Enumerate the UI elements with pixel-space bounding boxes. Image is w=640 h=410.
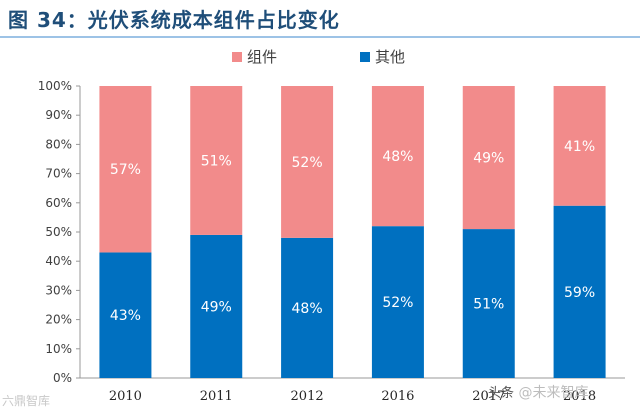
- watermark-left: 六鼎智库: [2, 394, 51, 408]
- data-label: 48%: [292, 301, 323, 317]
- watermark-right: 头条 @未来智库: [488, 382, 588, 402]
- chart-title: 图 34：光伏系统成本组件占比变化: [8, 8, 340, 32]
- legend-label: 其他: [375, 48, 405, 66]
- x-tick-label: 2010: [109, 389, 142, 404]
- y-tick-label: 10%: [45, 342, 72, 356]
- y-tick-label: 50%: [45, 225, 72, 239]
- x-tick-label: 2016: [381, 389, 414, 404]
- legend-swatch: [232, 52, 242, 62]
- y-tick-label: 80%: [45, 137, 72, 151]
- bar-module-2017: [462, 86, 515, 230]
- y-tick-label: 30%: [45, 283, 72, 297]
- bar-module-2010: [99, 86, 152, 253]
- data-label: 52%: [382, 295, 413, 311]
- bar-module-2012: [281, 86, 334, 238]
- bar-other-2010: [99, 252, 152, 378]
- data-label: 49%: [201, 299, 232, 315]
- data-label: 52%: [292, 155, 323, 171]
- y-tick-label: 70%: [45, 167, 72, 181]
- y-tick-label: 100%: [38, 79, 72, 93]
- bar-other-2011: [190, 234, 243, 378]
- title-bar: 图 34：光伏系统成本组件占比变化: [0, 0, 640, 38]
- data-label: 43%: [110, 308, 141, 324]
- data-label: 59%: [564, 285, 595, 301]
- bar-other-2016: [371, 226, 424, 378]
- x-tick-label: 2012: [291, 389, 324, 404]
- watermark-right-prefix: 头条: [488, 386, 515, 401]
- legend-label: 组件: [247, 48, 277, 66]
- title-divider: [0, 36, 640, 38]
- y-tick-label: 40%: [45, 254, 72, 268]
- x-tick-label: 2017: [472, 389, 505, 404]
- y-tick-label: 0%: [53, 371, 72, 385]
- bar-module-2016: [371, 86, 424, 227]
- bar-module-2011: [190, 86, 243, 235]
- data-label: 51%: [473, 297, 504, 313]
- data-label: 51%: [201, 153, 232, 169]
- bar-module-2018: [553, 86, 606, 206]
- x-tick-label: 2018: [563, 389, 596, 404]
- data-label: 57%: [110, 162, 141, 178]
- bar-other-2012: [281, 237, 334, 378]
- y-tick-label: 90%: [45, 108, 72, 122]
- watermark-right-text: @未来智库: [518, 385, 589, 401]
- bar-other-2017: [462, 229, 515, 378]
- x-tick-label: 2011: [200, 389, 233, 404]
- bar-other-2018: [553, 205, 606, 378]
- data-label: 49%: [473, 151, 504, 167]
- y-tick-label: 60%: [45, 196, 72, 210]
- y-tick-label: 20%: [45, 313, 72, 327]
- data-label: 41%: [564, 139, 595, 155]
- data-label: 48%: [382, 149, 413, 165]
- legend-swatch: [360, 52, 370, 62]
